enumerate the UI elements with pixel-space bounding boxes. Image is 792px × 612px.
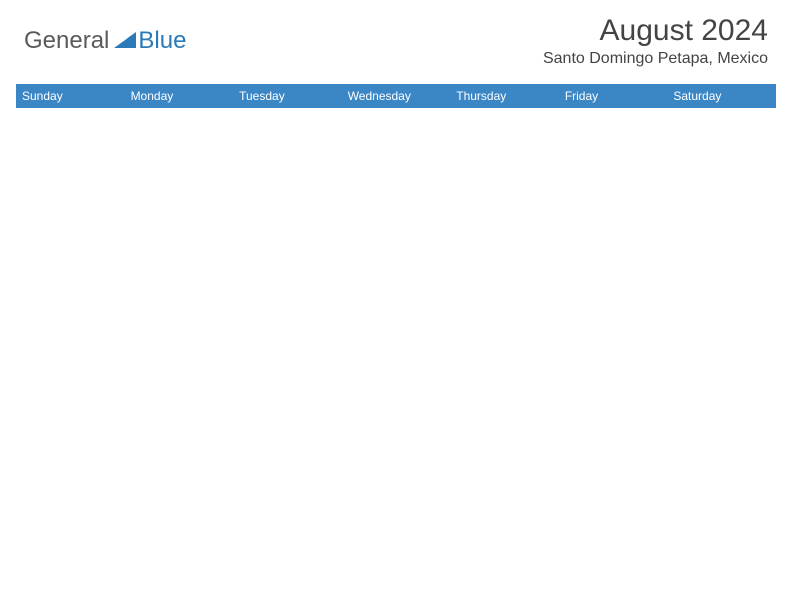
day-header: Thursday (450, 84, 559, 108)
day-header: Wednesday (342, 84, 451, 108)
day-header-row: SundayMondayTuesdayWednesdayThursdayFrid… (16, 84, 776, 108)
logo-text-blue: Blue (138, 27, 186, 55)
calendar-table: SundayMondayTuesdayWednesdayThursdayFrid… (16, 84, 776, 108)
day-header: Saturday (667, 84, 776, 108)
title-block: August 2024 Santo Domingo Petapa, Mexico (543, 14, 768, 68)
header: General Blue August 2024 Santo Domingo P… (0, 0, 792, 74)
location-label: Santo Domingo Petapa, Mexico (543, 50, 768, 68)
month-title: August 2024 (543, 14, 768, 48)
day-header: Monday (125, 84, 234, 108)
logo: General Blue (24, 27, 186, 55)
logo-text-general: General (24, 27, 109, 55)
day-header: Sunday (16, 84, 125, 108)
logo-triangle-icon (114, 32, 136, 53)
day-header: Friday (559, 84, 668, 108)
day-header: Tuesday (233, 84, 342, 108)
